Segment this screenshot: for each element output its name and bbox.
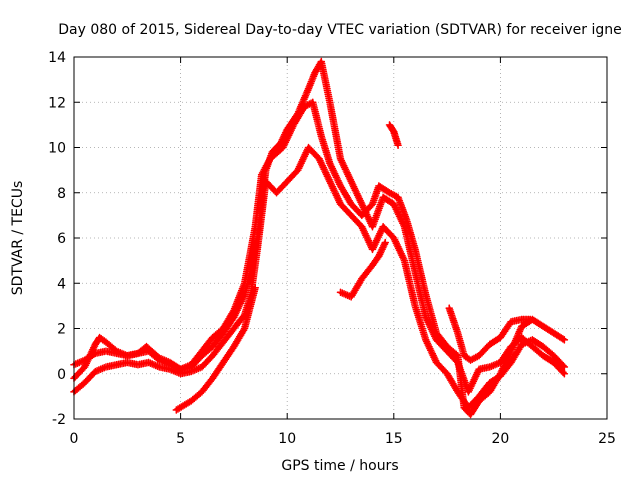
- series-plus-markers: [70, 143, 569, 412]
- y-tick-label: 14: [48, 50, 66, 66]
- series-plus-markers: [385, 121, 402, 150]
- series-track-a: [70, 143, 569, 412]
- y-tick-label: 4: [57, 276, 66, 292]
- series-plus-markers: [172, 283, 260, 414]
- series-track-f: [385, 121, 402, 150]
- y-tick-label: 8: [57, 186, 66, 202]
- y-tick-label: -2: [52, 412, 66, 428]
- y-tick-label: 0: [57, 367, 66, 383]
- series-track-e: [336, 238, 390, 301]
- y-tick-label: 6: [57, 231, 66, 247]
- series-plus-markers: [70, 98, 569, 419]
- chart-title: Day 080 of 2015, Sidereal Day-to-day VTE…: [58, 22, 621, 38]
- x-tick-label: 5: [176, 431, 185, 447]
- grid-lines: [74, 57, 607, 419]
- series-plus-markers: [336, 238, 390, 301]
- data-marks: [70, 57, 569, 419]
- x-axis-label: GPS time / hours: [281, 458, 398, 474]
- x-tick-label: 15: [385, 431, 403, 447]
- series-track-d: [172, 283, 260, 414]
- x-tick-label: 10: [278, 431, 296, 447]
- x-tick-label: 25: [598, 431, 616, 447]
- series-track-c: [70, 98, 569, 419]
- y-tick-label: 10: [48, 141, 66, 157]
- y-axis-label: SDTVAR / TECUs: [10, 181, 26, 296]
- y-tick-label: 12: [48, 95, 66, 111]
- x-tick-label: 20: [491, 431, 509, 447]
- series-plus-markers: [445, 304, 535, 364]
- series-track-g: [445, 304, 535, 364]
- plot-frame: [73, 56, 608, 420]
- y-tick-label: 2: [57, 322, 66, 338]
- x-tick-label: 0: [70, 431, 79, 447]
